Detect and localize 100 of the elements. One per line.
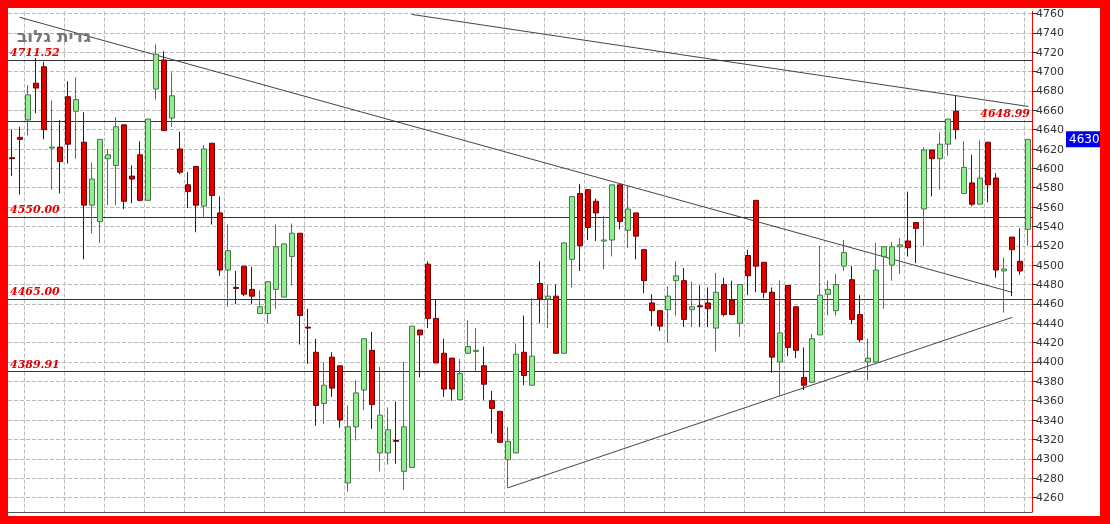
candlestick xyxy=(457,358,463,401)
y-tick-label: 4420 xyxy=(1036,336,1064,350)
y-tick-label: 4360 xyxy=(1036,394,1064,408)
candlestick xyxy=(169,72,175,128)
candlestick xyxy=(425,260,431,329)
candlestick xyxy=(137,140,143,202)
candlestick xyxy=(905,191,911,257)
candlestick xyxy=(937,132,943,191)
y-tick-label: 4460 xyxy=(1036,297,1064,311)
candlestick xyxy=(849,265,855,325)
y-tick-label: 4280 xyxy=(1036,471,1064,485)
candlestick xyxy=(129,164,135,204)
y-tick-label: 4640 xyxy=(1036,123,1064,137)
candlestick xyxy=(649,293,655,327)
candlestick xyxy=(369,331,375,430)
candlestick xyxy=(273,224,279,310)
candlestick xyxy=(17,126,23,196)
candlestick xyxy=(1009,236,1015,297)
candlestick xyxy=(217,195,223,277)
y-tick-label: 4380 xyxy=(1036,374,1064,388)
text: 4630 xyxy=(1069,132,1100,147)
candlestick xyxy=(257,289,263,315)
candlestick xyxy=(761,261,767,299)
candlestick xyxy=(265,281,271,324)
y-tick-label: 4600 xyxy=(1036,161,1064,175)
candlestick xyxy=(657,310,663,332)
candlestick xyxy=(409,325,415,468)
candlestick xyxy=(353,379,359,441)
candlestick xyxy=(697,285,703,328)
candlestick xyxy=(985,141,991,203)
y-tick-label: 4320 xyxy=(1036,432,1064,446)
candlestick xyxy=(553,284,559,354)
candlestick xyxy=(361,338,367,411)
candlestick xyxy=(49,100,55,191)
candlestick xyxy=(9,129,15,177)
y-tick-label: 4700 xyxy=(1036,65,1064,79)
candlestick xyxy=(913,222,919,264)
y-tick-label: 4760 xyxy=(1036,7,1064,20)
candlestick xyxy=(489,390,495,435)
candlestick xyxy=(337,365,343,429)
candlestick xyxy=(689,281,695,328)
candlestick xyxy=(809,333,815,383)
y-tick-label: 4300 xyxy=(1036,452,1064,466)
candlestick xyxy=(73,76,79,160)
candlestick xyxy=(377,366,383,472)
candlestick xyxy=(289,223,295,286)
candlestick xyxy=(585,189,591,241)
candlestick xyxy=(897,237,903,275)
candlestick xyxy=(1017,227,1023,276)
candlestick xyxy=(769,286,775,374)
candlestick xyxy=(417,329,423,378)
candlestick xyxy=(177,131,183,175)
candlestick xyxy=(481,345,487,401)
candlestick xyxy=(105,148,111,206)
candlestick xyxy=(953,95,959,140)
candlestick xyxy=(921,146,927,247)
candlestick xyxy=(449,357,455,402)
candlestick xyxy=(593,197,599,242)
candlestick xyxy=(745,249,751,296)
candlestick xyxy=(825,280,831,316)
candlestick xyxy=(209,142,215,226)
candlestick xyxy=(857,294,863,344)
y-tick-label: 4720 xyxy=(1036,45,1064,59)
y-tick-label: 4560 xyxy=(1036,200,1064,214)
candlestick xyxy=(713,272,719,352)
candlestick xyxy=(241,265,247,297)
ref-line-label: 4550.00 xyxy=(10,202,61,216)
candlestick xyxy=(145,118,151,201)
candlestick xyxy=(601,215,607,270)
ref-line-label: 4648.99 xyxy=(980,106,1031,120)
candlestick xyxy=(881,246,887,310)
candlestick xyxy=(233,270,239,305)
candlestick xyxy=(153,43,159,101)
y-tick-label: 4620 xyxy=(1036,142,1064,156)
candlestick xyxy=(33,57,39,114)
candlestick xyxy=(817,245,823,336)
y-tick-label: 4440 xyxy=(1036,316,1064,330)
candlestick xyxy=(833,273,839,316)
candlestick xyxy=(193,165,199,233)
candlestick xyxy=(561,242,567,354)
candlestick xyxy=(729,280,735,316)
candlestick xyxy=(609,184,615,257)
candlestick xyxy=(185,171,191,209)
candlestick xyxy=(25,84,31,136)
candlestick xyxy=(225,224,231,308)
candlestick xyxy=(545,284,551,329)
candlestick xyxy=(721,277,727,317)
candlestick xyxy=(969,154,975,207)
candlestick xyxy=(433,298,439,364)
candlestick xyxy=(1025,138,1031,247)
candlestick xyxy=(513,343,519,454)
candlestick xyxy=(345,405,351,493)
candlestick xyxy=(665,285,671,344)
candlestick xyxy=(497,410,503,443)
candlestick xyxy=(521,315,527,386)
candlestick xyxy=(121,124,127,210)
candlestick xyxy=(961,140,967,195)
y-tick-label: 4340 xyxy=(1036,413,1064,427)
candlestick xyxy=(313,338,319,427)
candlestick xyxy=(465,319,471,355)
